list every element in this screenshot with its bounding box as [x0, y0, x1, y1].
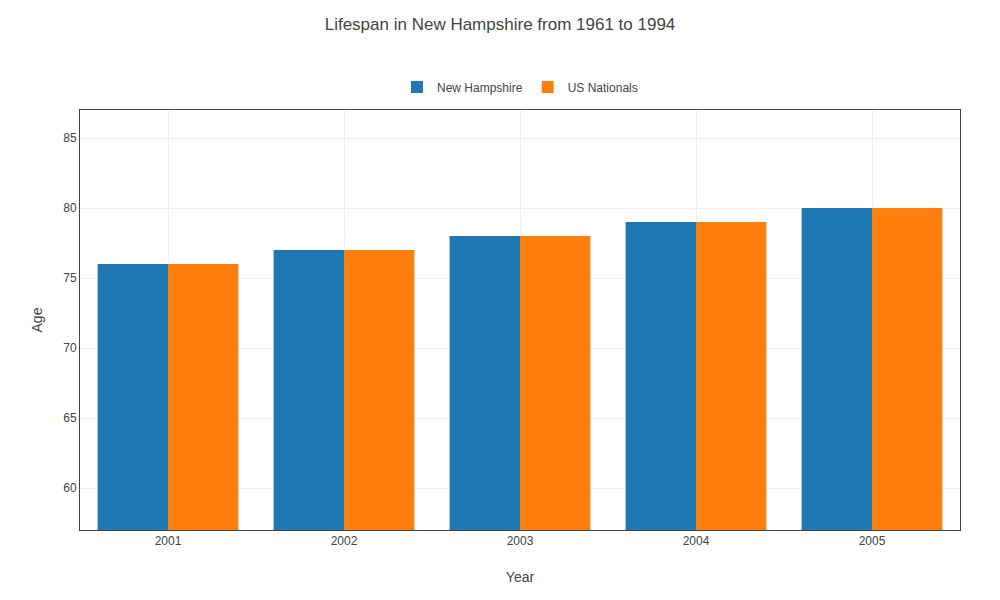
svg-text:2001: 2001: [155, 534, 182, 548]
svg-text:Age: Age: [29, 307, 45, 332]
svg-text:Year: Year: [506, 569, 535, 585]
svg-text:2005: 2005: [859, 534, 886, 548]
svg-text:US Nationals: US Nationals: [568, 81, 638, 95]
svg-text:2003: 2003: [507, 534, 534, 548]
svg-text:60: 60: [63, 481, 77, 495]
svg-text:2002: 2002: [331, 534, 358, 548]
svg-text:2004: 2004: [683, 534, 710, 548]
svg-text:New Hampshire: New Hampshire: [437, 81, 523, 95]
svg-text:75: 75: [63, 271, 77, 285]
svg-text:70: 70: [63, 341, 77, 355]
svg-text:85: 85: [63, 131, 77, 145]
svg-text:80: 80: [63, 201, 77, 215]
svg-text:65: 65: [63, 411, 77, 425]
svg-text:Lifespan in New Hampshire from: Lifespan in New Hampshire from 1961 to 1…: [325, 15, 676, 34]
